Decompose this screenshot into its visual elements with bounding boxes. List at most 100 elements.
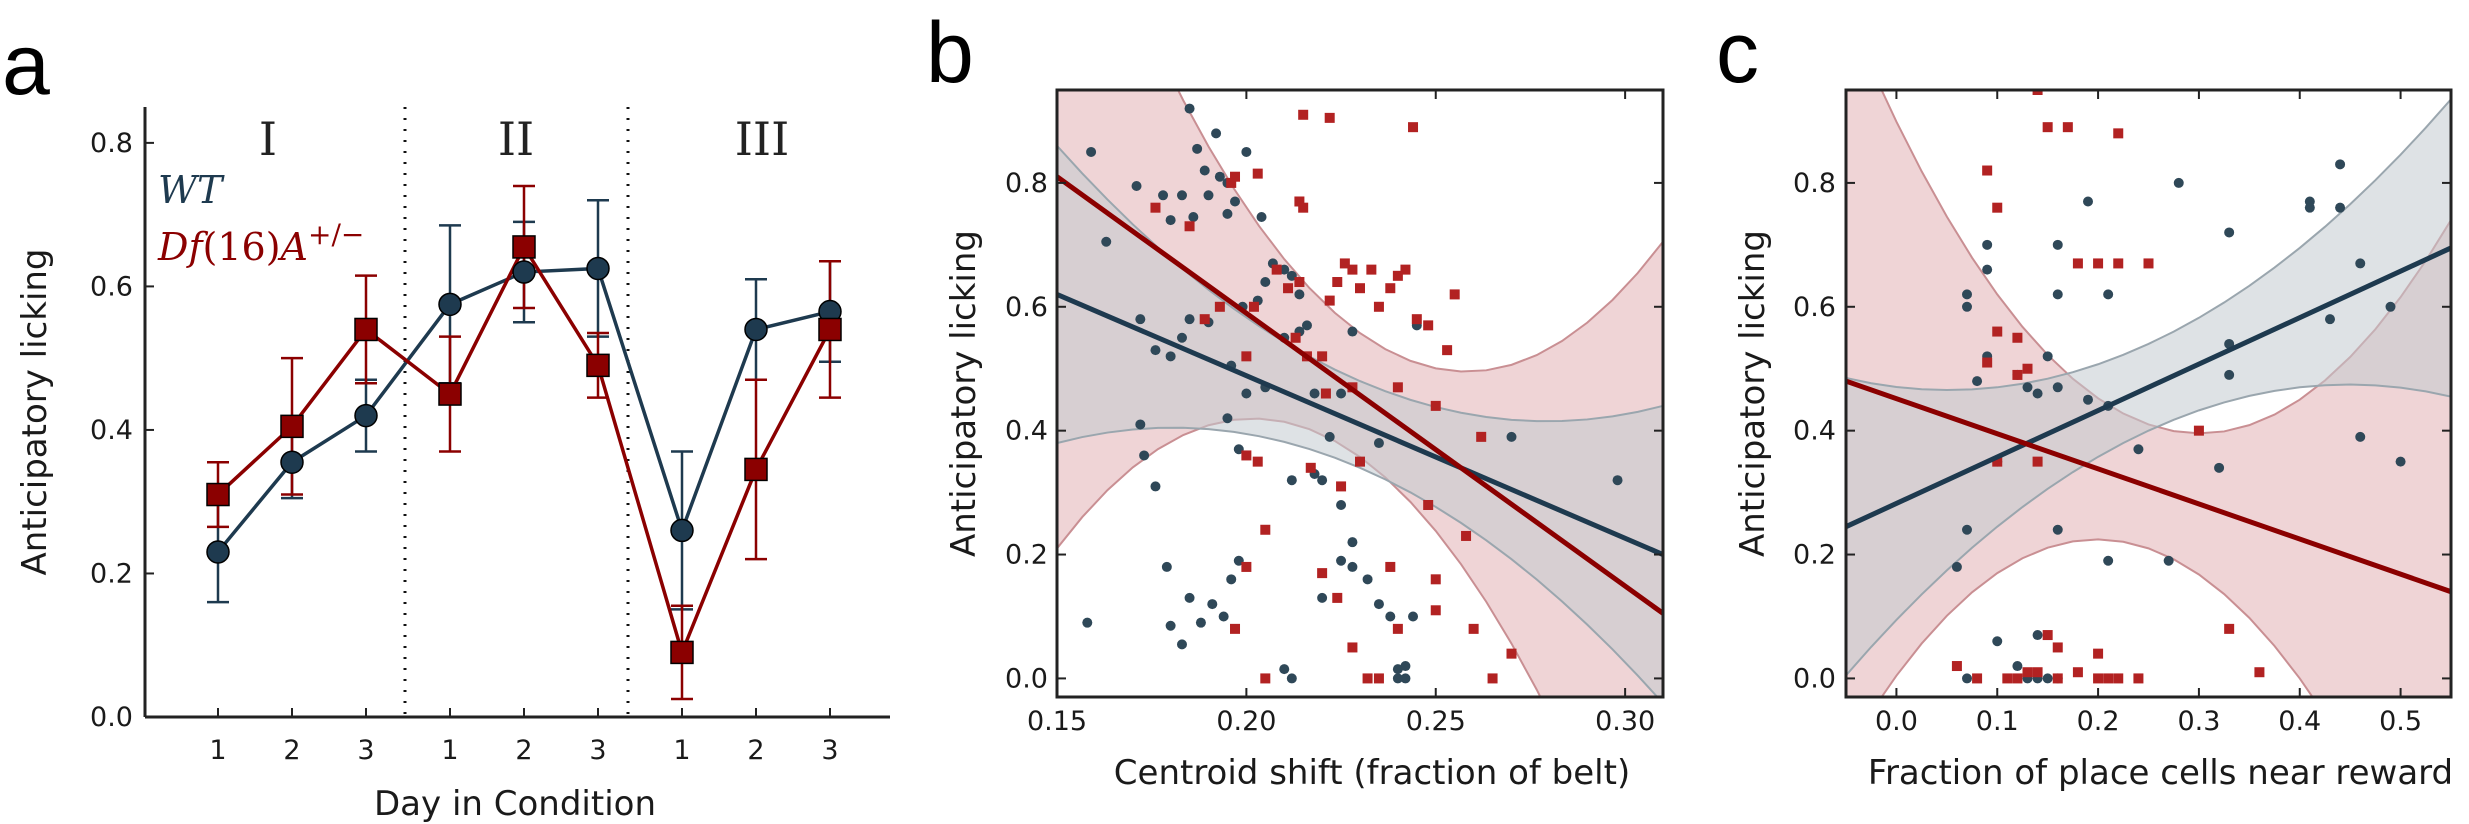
scatter-point bbox=[1468, 623, 1479, 634]
scatter-point bbox=[1408, 122, 1419, 133]
scatter-point bbox=[1400, 264, 1411, 275]
scatter-point bbox=[2022, 667, 2033, 678]
scatter-point bbox=[2103, 555, 2114, 566]
scatter-point bbox=[1301, 320, 1312, 331]
scatter-point bbox=[2355, 431, 2366, 442]
scatter-point bbox=[1260, 277, 1271, 288]
scatter-point bbox=[1332, 277, 1343, 288]
scatter-point bbox=[2133, 444, 2144, 455]
scatter-point bbox=[1286, 270, 1297, 281]
scatter-point bbox=[1347, 264, 1358, 275]
plot-frame bbox=[1055, 88, 1665, 699]
scatter-point bbox=[2012, 673, 2023, 684]
scatter-point bbox=[1176, 190, 1187, 201]
scatter-point bbox=[2052, 673, 2063, 684]
scatter-point bbox=[2395, 456, 2406, 467]
x-tick-label: 0.2 bbox=[2077, 706, 2120, 737]
scatter-point bbox=[1260, 673, 1271, 684]
scatter-point bbox=[2052, 524, 2063, 535]
scatter-point bbox=[2113, 128, 2124, 139]
panel-label-a: a bbox=[2, 17, 50, 113]
scatter-point bbox=[1165, 215, 1176, 226]
x-tick-label: 0.0 bbox=[1875, 706, 1918, 737]
x-tick-label: 1 bbox=[441, 735, 458, 766]
scatter-point bbox=[1373, 673, 1384, 684]
x-tick-label: 0.5 bbox=[2379, 706, 2422, 737]
scatter-point bbox=[1241, 146, 1252, 157]
legend-df-text: Df bbox=[157, 225, 208, 269]
scatter-point bbox=[1218, 611, 1229, 622]
condition-label: I bbox=[259, 112, 277, 166]
scatter-point bbox=[2083, 394, 2093, 405]
data-point bbox=[818, 317, 842, 342]
scatter-point bbox=[1972, 376, 1983, 387]
x-tick-label: 0.3 bbox=[2177, 706, 2220, 737]
scatter-point bbox=[2254, 667, 2265, 678]
scatter-point bbox=[1317, 592, 1328, 603]
scatter-point bbox=[1309, 388, 1320, 399]
scatter-point bbox=[2163, 555, 2174, 566]
scatter-point bbox=[2335, 159, 2346, 170]
legend-df-number: (16) bbox=[203, 225, 281, 269]
scatter-point bbox=[1165, 351, 1176, 362]
scatter-point bbox=[1487, 673, 1498, 684]
scatter-point bbox=[1324, 431, 1335, 442]
regression-line bbox=[1846, 378, 2451, 595]
scatter-point bbox=[1430, 400, 1441, 411]
scatter-point bbox=[2052, 642, 2063, 653]
y-tick-label: 0.0 bbox=[1005, 663, 1048, 694]
x-axis-title: Day in Condition bbox=[374, 784, 656, 824]
y-axis-title: Anticipatory licking bbox=[15, 248, 55, 575]
scatter-point bbox=[1256, 211, 1267, 222]
scatter-point bbox=[2012, 661, 2023, 672]
data-point bbox=[586, 353, 610, 378]
x-tick-label: 1 bbox=[209, 735, 226, 766]
scatter-point bbox=[1298, 202, 1309, 213]
y-axis-title: Anticipatory licking bbox=[944, 230, 984, 557]
scatter-point bbox=[1241, 450, 1252, 461]
scatter-point bbox=[1962, 289, 1972, 300]
scatter-point bbox=[1207, 599, 1218, 610]
scatter-point bbox=[2093, 648, 2104, 659]
scatter-point bbox=[2042, 673, 2053, 684]
scatter-point bbox=[1347, 642, 1358, 653]
scatter-point bbox=[2042, 351, 2053, 362]
scatter-point bbox=[1392, 673, 1403, 684]
scatter-point bbox=[2173, 177, 2184, 188]
x-tick-label: 0.25 bbox=[1406, 706, 1466, 737]
scatter-point bbox=[2355, 258, 2366, 269]
scatter-point bbox=[1101, 236, 1112, 247]
scatter-point bbox=[2325, 314, 2335, 325]
y-tick-label: 0.6 bbox=[1793, 292, 1836, 323]
scatter-point bbox=[1992, 636, 2003, 647]
scatter-point bbox=[1385, 611, 1396, 622]
scatter-point bbox=[1347, 561, 1358, 572]
scatter-point bbox=[1211, 128, 1222, 139]
scatter-point bbox=[1373, 599, 1384, 610]
data-point bbox=[670, 640, 694, 665]
scatter-point bbox=[1184, 592, 1195, 603]
scatter-point bbox=[1214, 171, 1225, 182]
scatter-point bbox=[1086, 146, 1097, 157]
scatter-point bbox=[1430, 605, 1441, 616]
scatter-point bbox=[1476, 431, 1487, 442]
scatter-point bbox=[1324, 295, 1335, 306]
scatter-point bbox=[1962, 301, 1972, 312]
plot-frame bbox=[1844, 88, 2453, 699]
scatter-point bbox=[1982, 357, 1993, 368]
condition-label: III bbox=[735, 112, 790, 166]
scatter-point bbox=[2083, 196, 2093, 207]
scatter-point bbox=[1271, 264, 1282, 275]
x-tick-label: 3 bbox=[589, 735, 606, 766]
panel-label-c: c bbox=[1716, 5, 1759, 101]
scatter-point bbox=[1392, 382, 1403, 393]
scatter-point bbox=[1165, 620, 1176, 631]
x-tick-label: 0.20 bbox=[1216, 706, 1276, 737]
scatter-point bbox=[1992, 202, 2003, 213]
data-point bbox=[206, 482, 230, 507]
x-tick-label: 3 bbox=[357, 735, 374, 766]
scatter-point bbox=[2072, 667, 2083, 678]
scatter-point bbox=[1423, 499, 1434, 510]
y-tick-label: 0.8 bbox=[90, 128, 133, 159]
